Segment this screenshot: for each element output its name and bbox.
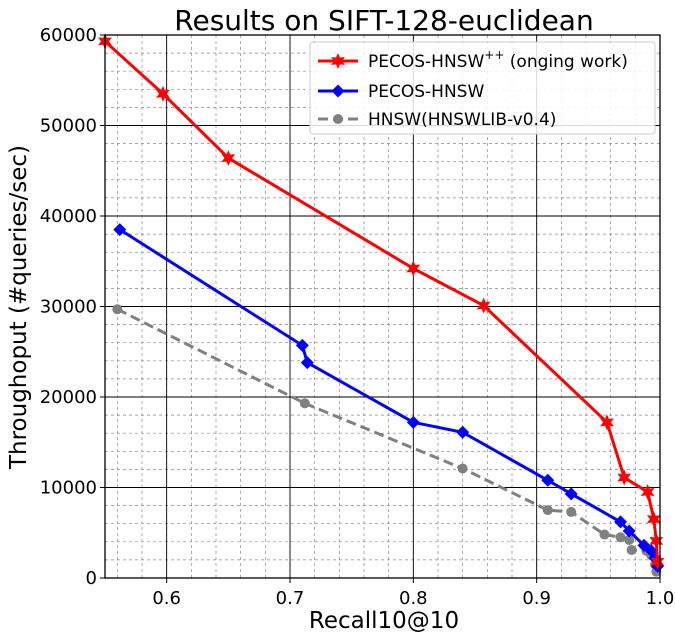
data-point (541, 473, 555, 487)
legend-box (309, 41, 656, 135)
data-point (221, 150, 236, 167)
data-point (564, 487, 578, 501)
data-point (156, 85, 170, 102)
data-point (646, 511, 661, 528)
data-point (476, 297, 491, 314)
legend-marker (331, 84, 345, 98)
data-point (456, 425, 470, 439)
data-point (406, 415, 420, 429)
series-1 (113, 223, 665, 573)
legend: PECOS-HNSW++ (onging work) PECOS-HNSW HNSW… (309, 41, 656, 135)
data-point (649, 532, 664, 549)
y-tick-label: 60000 (40, 25, 97, 46)
data-point (300, 356, 314, 370)
y-tick-label: 30000 (40, 297, 97, 318)
data-point (617, 469, 632, 486)
data-point (566, 506, 577, 517)
data-point (600, 414, 614, 431)
legend-label: PECOS-HNSW (368, 82, 484, 102)
data-point (626, 544, 637, 555)
series-line (116, 307, 658, 572)
data-point (615, 532, 626, 543)
chart-title: Results on SIFT-128-euclidean (174, 4, 593, 37)
data-point (542, 505, 553, 516)
y-tick-label: 10000 (40, 478, 97, 499)
legend-marker (333, 114, 343, 124)
y-tick-label: 0 (86, 568, 97, 589)
legend-entry-1: PECOS-HNSW (318, 82, 484, 102)
series-layer (98, 33, 665, 577)
data-point (624, 534, 635, 545)
series-0 (98, 33, 665, 570)
x-tick-label: 0.9 (522, 588, 551, 609)
data-point (650, 553, 665, 570)
y-tick-label: 20000 (40, 387, 97, 408)
y-tick-label: 50000 (40, 116, 97, 137)
ticks-layer: 0.6 0.7 0.8 0.9 1.0 0 10000 20000 30000 40000 5000… (40, 25, 675, 609)
data-point (622, 524, 636, 538)
legend-label: PECOS-HNSW++ (onging work) (368, 48, 628, 72)
data-point (614, 515, 628, 529)
x-tick-label: 0.7 (276, 588, 305, 609)
data-point (113, 223, 127, 237)
data-point (457, 463, 468, 474)
legend-label: HNSW(HNSWLIB-v0.4) (368, 110, 556, 130)
x-tick-label: 0.8 (399, 588, 428, 609)
y-tick-label: 40000 (40, 206, 97, 227)
legend-entry-2: HNSW(HNSWLIB-v0.4) (318, 110, 556, 130)
data-point (295, 338, 309, 352)
data-point (112, 304, 123, 315)
legend-entry-0: PECOS-HNSW++ (onging work) (318, 48, 628, 72)
x-axis-label: Recall10@10 (309, 608, 459, 634)
series-2 (112, 304, 662, 577)
x-tick-label: 1.0 (646, 588, 675, 609)
data-point (406, 260, 421, 277)
x-tick-label: 0.6 (152, 588, 181, 609)
legend-entries: PECOS-HNSW++ (onging work) PECOS-HNSW HNSW… (318, 48, 628, 130)
y-axis-label: Throughoput (#queries/sec) (6, 145, 32, 470)
data-point (599, 529, 610, 540)
legend-marker (331, 52, 345, 70)
data-point (640, 483, 655, 501)
data-point (299, 398, 310, 409)
